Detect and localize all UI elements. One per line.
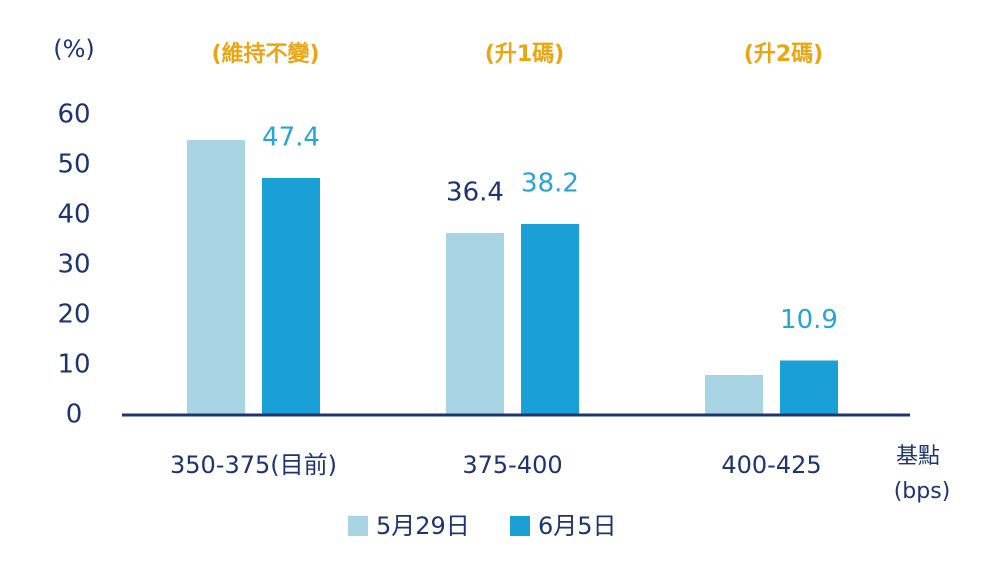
y-tick-label: 60 (57, 100, 90, 130)
bar (780, 360, 838, 415)
legend-label: 6月5日 (538, 512, 617, 540)
bar (705, 375, 763, 415)
y-tick-label: 40 (57, 200, 90, 230)
annotation: (升1碼) (485, 42, 564, 67)
bar (262, 178, 320, 415)
legend-swatch (510, 516, 530, 536)
y-axis-label: (%) (53, 35, 95, 63)
x-tick-label: 375-400 (462, 451, 562, 479)
y-tick-label: 0 (66, 400, 83, 430)
x-axis-label: (bps) (894, 479, 951, 504)
bar (187, 140, 245, 415)
data-label: 47.4 (262, 123, 320, 153)
bar (446, 233, 504, 415)
x-tick-label: 350-375(目前) (170, 451, 337, 479)
data-label: 10.9 (780, 305, 838, 335)
data-label: 36.4 (446, 178, 504, 208)
y-tick-label: 50 (57, 150, 90, 180)
bar (521, 224, 579, 415)
data-label: 38.2 (521, 169, 579, 199)
legend-swatch (348, 516, 368, 536)
legend-label: 5月29日 (376, 512, 470, 540)
x-axis-label: 基點 (896, 444, 940, 469)
annotation: (升2碼) (744, 42, 823, 67)
y-tick-label: 10 (57, 350, 90, 380)
y-tick-label: 30 (57, 250, 90, 280)
x-tick-label: 400-425 (721, 451, 821, 479)
y-tick-label: 20 (57, 300, 90, 330)
annotation: (維持不變) (211, 41, 319, 67)
